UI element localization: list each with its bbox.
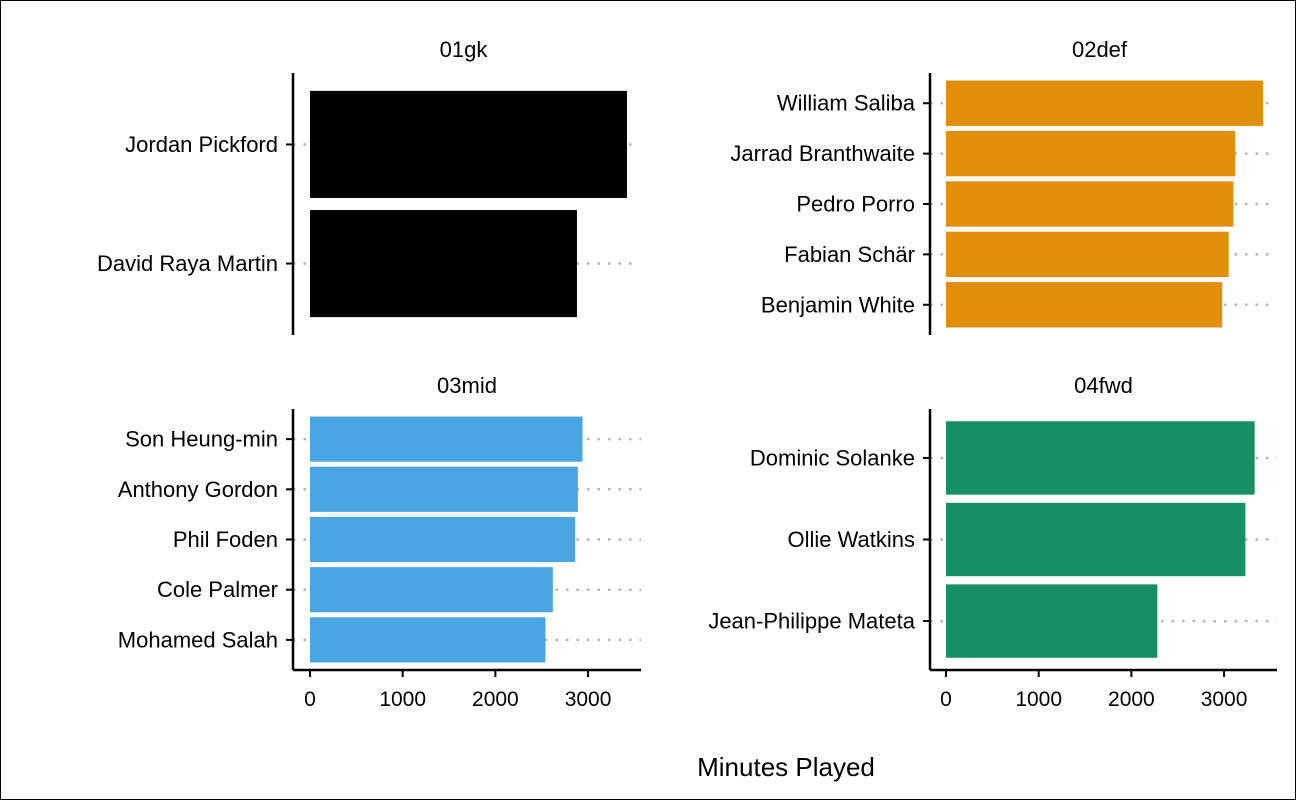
x-tick-label: 0 xyxy=(304,688,316,711)
bar-ollie-watkins xyxy=(946,502,1246,577)
x-tick-label: 3000 xyxy=(565,688,612,711)
panel-title: 02def xyxy=(1072,37,1128,62)
x-tick-label: 2000 xyxy=(1108,688,1155,711)
category-label: Fabian Schär xyxy=(784,242,915,267)
panel-title: 03mid xyxy=(437,373,497,398)
x-tick-label: 1000 xyxy=(1015,688,1062,711)
x-tick-label: 3000 xyxy=(1201,688,1248,711)
bar-phil-foden xyxy=(310,516,576,563)
chart-panels: 01gk Jordan Pickford David Raya Martin 02de… xyxy=(97,37,1277,711)
bar-dominic-solanke xyxy=(946,421,1255,495)
category-label: Anthony Gordon xyxy=(118,477,278,502)
category-label: David Raya Martin xyxy=(97,251,278,276)
bar-jordan-pickford xyxy=(310,90,627,199)
category-label: Dominic Solanke xyxy=(750,445,915,470)
panel-03mid: 03mid Son Heung-min Anthony Gordon Phil Fod… xyxy=(118,373,641,711)
bar-anthony-gordon xyxy=(310,466,578,512)
panel-title: 01gk xyxy=(440,37,489,62)
panel-01gk: 01gk Jordan Pickford David Raya Martin xyxy=(97,37,634,335)
panel-02def: 02def William Saliba Jarrad Branthwaite Ped… xyxy=(730,37,1269,335)
category-label: Mohamed Salah xyxy=(118,627,278,652)
category-label: Phil Foden xyxy=(173,527,278,552)
category-label: William Saliba xyxy=(777,91,916,116)
category-label: Benjamin White xyxy=(761,292,915,317)
panel-title: 04fwd xyxy=(1074,373,1133,398)
bar-pedro-porro xyxy=(946,181,1234,227)
x-axis-label: Minutes Played xyxy=(697,752,875,782)
x-tick-label: 2000 xyxy=(472,688,519,711)
bar-son-heung-min xyxy=(310,416,583,462)
category-label: Jordan Pickford xyxy=(125,132,278,157)
category-label: Jarrad Branthwaite xyxy=(730,141,915,166)
bar-benjamin-white xyxy=(946,282,1223,328)
bar-david-raya-martin xyxy=(310,209,577,318)
bar-cole-palmer xyxy=(310,567,553,613)
bar-mohamed-salah xyxy=(310,617,546,663)
x-tick-label: 1000 xyxy=(379,688,426,711)
category-label: Ollie Watkins xyxy=(787,527,915,552)
category-label: Son Heung-min xyxy=(125,427,278,452)
bar-jarrad-branthwaite xyxy=(946,130,1236,177)
x-tick-label: 0 xyxy=(940,688,952,711)
bar-william-saliba xyxy=(946,80,1263,126)
bar-jean-philippe-mateta xyxy=(946,584,1158,658)
category-label: Cole Palmer xyxy=(157,577,278,602)
category-label: Pedro Porro xyxy=(796,192,915,217)
panel-04fwd: 04fwd Dominic Solanke Ollie Watkins Jean-Ph… xyxy=(708,373,1277,711)
category-label: Jean-Philippe Mateta xyxy=(708,609,915,634)
bar-fabian-sch-r xyxy=(946,231,1229,278)
